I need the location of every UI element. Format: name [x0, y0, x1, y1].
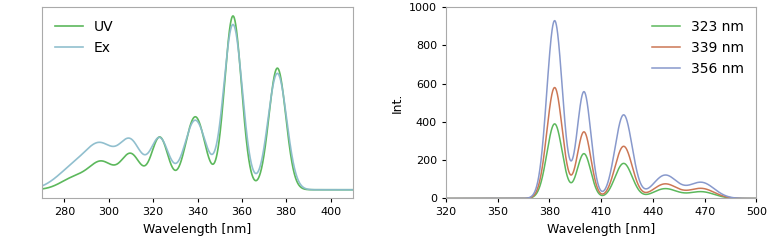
Line: 356 nm: 356 nm — [446, 21, 765, 198]
X-axis label: Wavelength [nm]: Wavelength [nm] — [144, 223, 252, 236]
339 nm — [442, 197, 451, 200]
323 nm — [760, 197, 768, 200]
Ex — [348, 188, 357, 191]
356 nm — [720, 194, 729, 197]
Ex — [38, 184, 47, 187]
Y-axis label: Int.: Int. — [390, 93, 403, 113]
356 nm — [550, 19, 559, 22]
UV — [343, 188, 352, 191]
Ex — [228, 23, 237, 26]
Legend: 323 nm, 339 nm, 356 nm: 323 nm, 339 nm, 356 nm — [647, 14, 750, 81]
Ex — [157, 137, 166, 140]
339 nm — [578, 132, 587, 135]
356 nm — [578, 93, 587, 96]
Ex — [91, 141, 101, 144]
Line: Ex: Ex — [42, 24, 353, 190]
323 nm — [550, 122, 559, 125]
339 nm — [564, 169, 573, 172]
339 nm — [478, 197, 487, 200]
UV — [73, 173, 82, 176]
Line: 339 nm: 339 nm — [446, 88, 765, 198]
323 nm — [720, 196, 729, 199]
323 nm — [497, 197, 506, 200]
UV — [309, 188, 318, 191]
356 nm — [564, 152, 573, 155]
X-axis label: Wavelength [nm]: Wavelength [nm] — [547, 223, 655, 236]
UV — [228, 15, 237, 17]
339 nm — [497, 197, 506, 200]
UV — [170, 169, 180, 172]
323 nm — [578, 153, 587, 156]
323 nm — [442, 197, 451, 200]
UV — [91, 161, 101, 164]
356 nm — [497, 197, 506, 200]
Ex — [309, 188, 318, 191]
UV — [348, 188, 357, 191]
356 nm — [442, 197, 451, 200]
339 nm — [720, 195, 729, 198]
356 nm — [478, 197, 487, 200]
323 nm — [478, 197, 487, 200]
Line: UV: UV — [42, 16, 353, 190]
Ex — [343, 188, 352, 191]
Ex — [73, 157, 82, 160]
Line: 323 nm: 323 nm — [446, 124, 765, 198]
UV — [38, 188, 47, 190]
339 nm — [550, 86, 559, 89]
356 nm — [754, 197, 763, 200]
339 nm — [754, 197, 763, 200]
339 nm — [760, 197, 768, 200]
UV — [157, 136, 166, 139]
323 nm — [564, 178, 573, 181]
Legend: UV, Ex: UV, Ex — [49, 14, 119, 60]
Ex — [170, 162, 180, 165]
356 nm — [760, 197, 768, 200]
323 nm — [754, 197, 763, 200]
